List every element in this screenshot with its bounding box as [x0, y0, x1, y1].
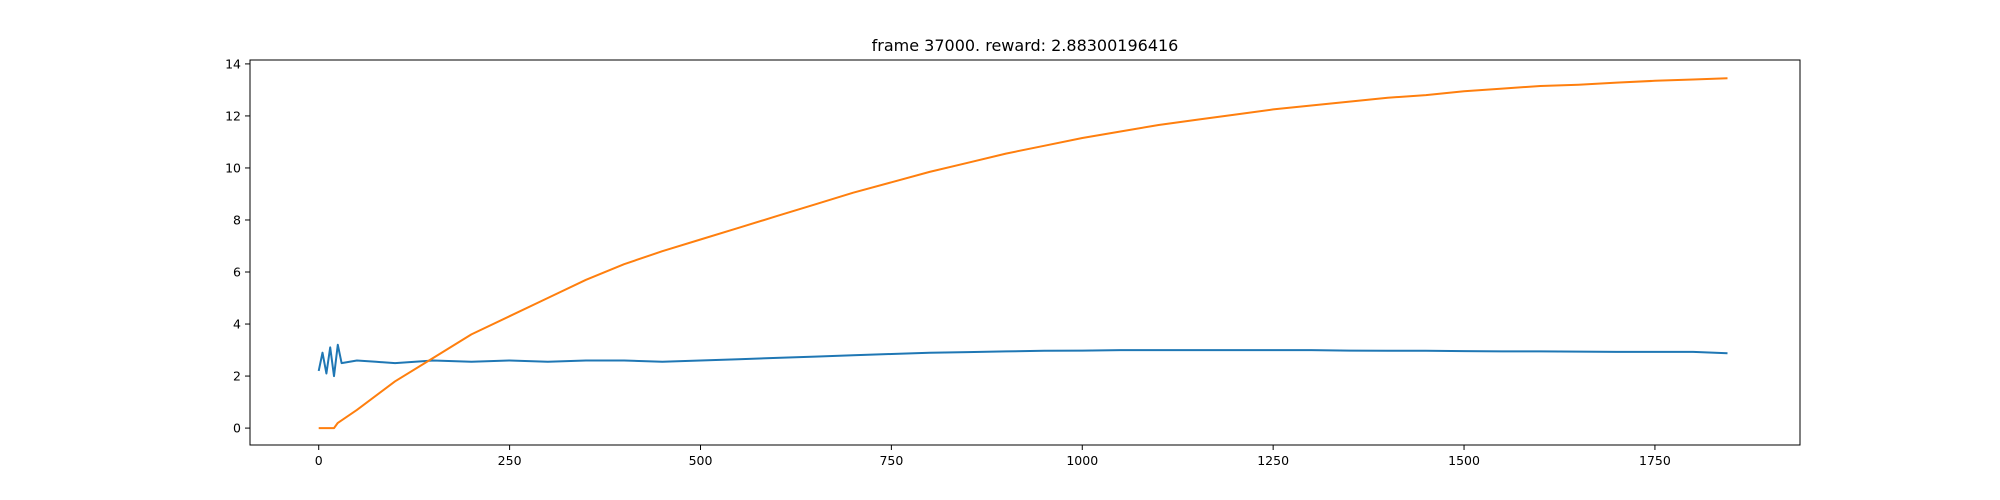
- y-tick-label: 12: [225, 108, 241, 123]
- y-tick-label: 4: [233, 317, 241, 332]
- y-tick-label: 0: [233, 421, 241, 436]
- axes-frame: [249, 59, 1801, 446]
- x-tick-label: 0: [315, 453, 323, 468]
- x-tick-label: 250: [498, 453, 522, 468]
- y-tick-label: 6: [233, 265, 241, 280]
- y-tick-label: 10: [225, 160, 241, 175]
- plot-area: [317, 77, 1728, 430]
- x-tick-label: 750: [879, 453, 903, 468]
- x-tick-label: 500: [689, 453, 713, 468]
- y-tick-label: 14: [225, 56, 241, 71]
- x-tick-label: 1250: [1257, 453, 1289, 468]
- y-tick-label: 8: [233, 212, 241, 227]
- chart-title: frame 37000. reward: 2.88300196416: [872, 36, 1179, 55]
- x-axis: 0 250 500 750 1000 1250 1500 1750: [315, 445, 1671, 468]
- x-tick-label: 1750: [1639, 453, 1671, 468]
- series-line-0: [317, 343, 1728, 378]
- series-line-1: [318, 77, 1728, 430]
- x-tick-label: 1500: [1448, 453, 1480, 468]
- y-axis: 0 2 4 6 8 10 12 14: [225, 56, 250, 436]
- x-tick-label: 1000: [1066, 453, 1098, 468]
- y-tick-label: 2: [233, 369, 241, 384]
